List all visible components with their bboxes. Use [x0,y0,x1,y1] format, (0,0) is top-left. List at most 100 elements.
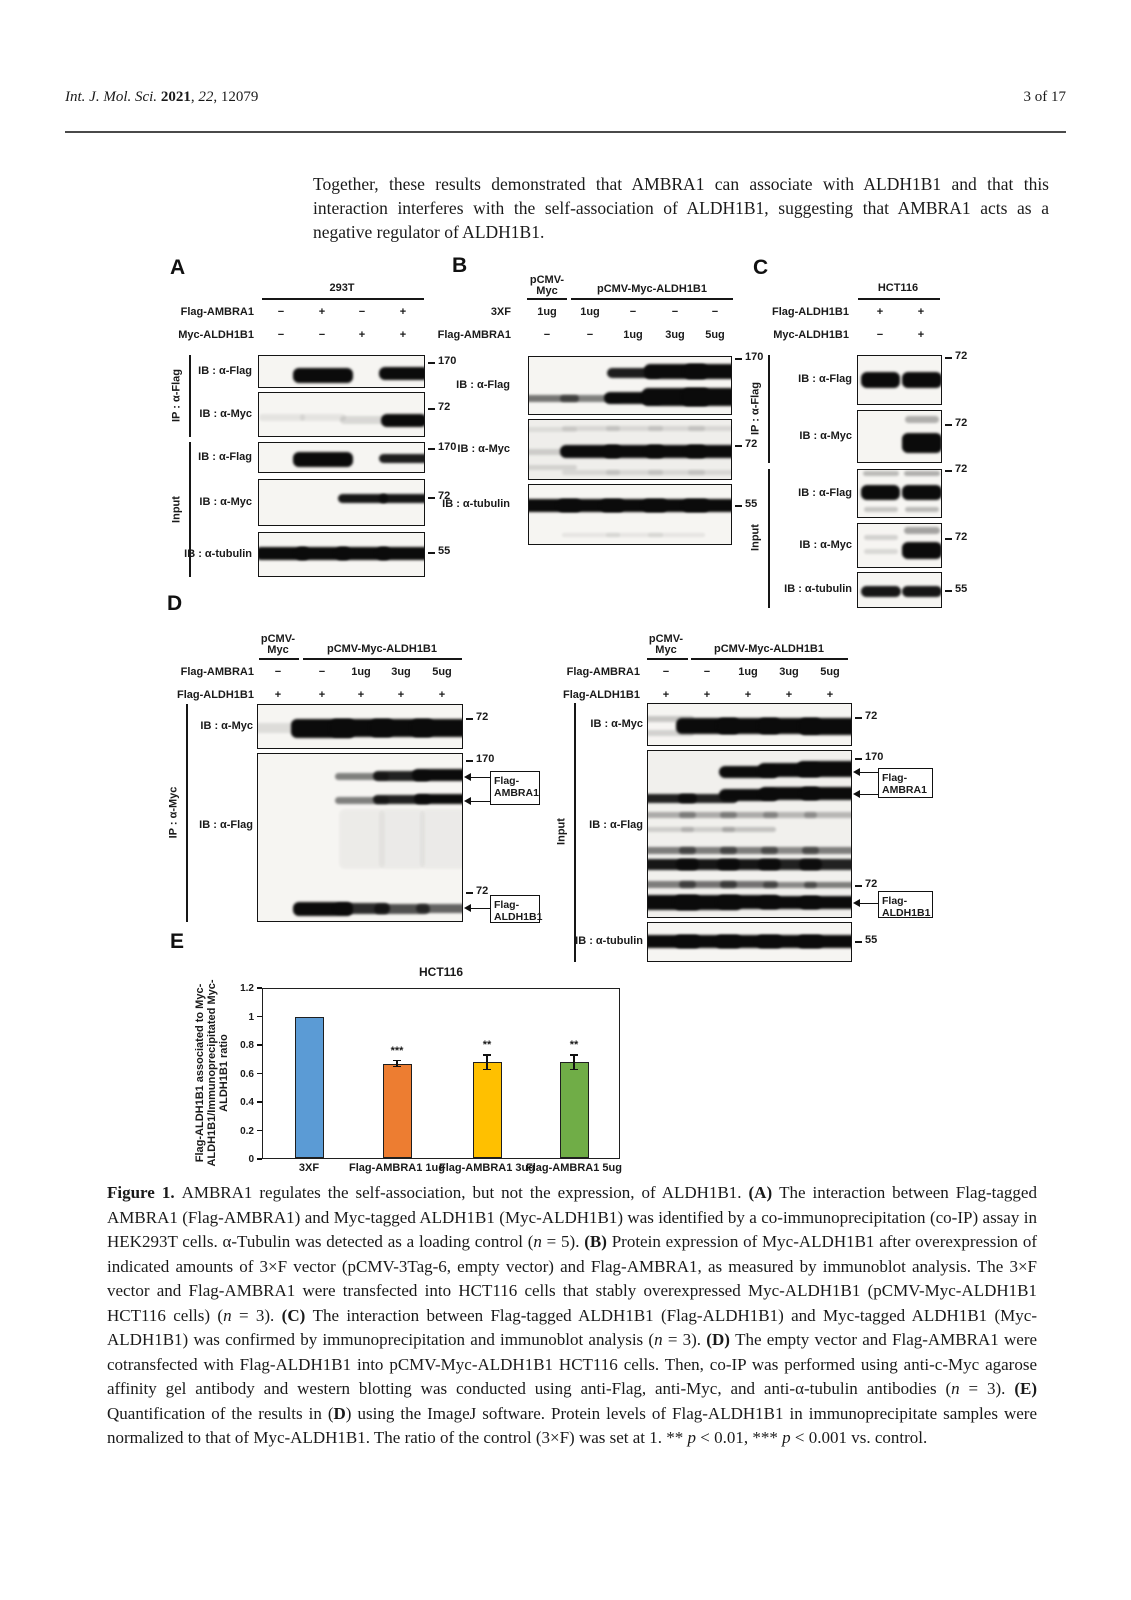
marker-dash [735,358,742,360]
marker-dash [428,448,435,450]
marker-dash [855,941,862,943]
condition-value: 3ug [391,666,411,678]
condition-value: + [274,689,282,701]
protein-band [605,533,663,538]
y-axis-tick-label: 0.8 [240,1040,254,1051]
protein-band [648,730,694,737]
condition-value: + [876,306,884,318]
cell-line-header-underline [527,298,567,300]
group-bracket-label: IP : α-Flag [170,369,183,423]
text-segment: = 3). [662,1330,707,1349]
protein-band [299,414,347,422]
text-segment: Figure 1. [107,1183,182,1202]
blot-box-d-left-ib-myc [257,704,463,749]
protein-band [378,367,424,381]
protein-band [529,394,579,402]
condition-value: − [876,329,884,341]
protein-band [292,451,353,467]
cell-line-header-underline [262,298,424,300]
condition-value: 1ug [580,306,600,318]
error-bar-cap [570,1054,578,1056]
protein-band [337,494,389,504]
blot-label: IB : α-Flag [798,373,852,385]
cell-line-header-underline [259,658,299,660]
protein-band [863,535,898,540]
text-segment: 22 [198,89,214,105]
cell-line-header: pCMV- [260,633,296,645]
condition-row-label: Flag-AMBRA1 [180,306,254,318]
text-segment: , [190,89,199,105]
condition-row-label: Flag-ALDH1B1 [562,689,640,701]
condition-value: 1ug [623,329,643,341]
text-segment: The interaction between Flag-tagged AMBR… [107,1183,1037,1251]
condition-row-label: Flag-ALDH1B1 [771,306,849,318]
group-bracket-label: IP : α-Myc [167,786,180,839]
y-axis-tick-mark [257,1158,262,1160]
protein-band [682,499,731,513]
text-segment: n [654,1330,663,1349]
protein-band [799,895,851,909]
protein-band [648,858,699,870]
protein-band [763,811,817,818]
protein-band [679,847,737,855]
text-segment: 2021 [160,89,191,105]
error-bar [486,1054,488,1070]
marker-dash [735,505,742,507]
marker-dash [428,552,435,554]
condition-value: − [274,666,282,678]
panel-letter-D: D [167,592,183,615]
annotation-arrow-line [859,902,878,904]
marker-label: 170 [476,753,495,765]
band-annotation-line: AMBRA1 [494,787,539,799]
error-bar [573,1054,575,1070]
annotation-arrowhead [464,773,471,781]
condition-value: + [318,689,326,701]
protein-band [373,795,431,805]
text-segment: (C) [281,1305,313,1325]
protein-band [380,413,424,427]
y-axis-title-line: ALDH1B1 ratio [218,1034,230,1112]
condition-value: − [358,306,366,318]
text-segment: n [951,1379,960,1398]
blot-box-a-ib-tubulin [258,532,425,577]
condition-value: − [543,329,551,341]
text-segment: p [687,1428,697,1447]
protein-band [722,827,776,833]
protein-band [648,794,697,804]
text-segment: p [782,1428,791,1447]
condition-value: 3ug [665,329,685,341]
marker-dash [428,408,435,410]
marker-label: 72 [438,401,451,413]
protein-band [648,847,696,855]
condition-value: + [703,689,711,701]
annotation-arrow-line [470,800,490,802]
protein-band [259,414,306,422]
protein-band [797,761,851,778]
blot-box-d-right-ib-flag [647,750,852,918]
condition-value: − [662,666,670,678]
annotation-arrowhead [853,790,860,798]
protein-band [804,881,851,888]
protein-band [682,387,731,406]
blot-label: IB : α-Flag [589,819,643,831]
group-bracket-line [189,442,191,577]
text-segment: D [333,1403,346,1423]
protein-band [420,808,462,869]
y-axis-title-line: ALDH1B1/Immunoprecipitated Myc- [206,979,218,1167]
condition-value: + [399,329,407,341]
condition-value: + [744,689,752,701]
protein-band [687,426,731,432]
protein-band [717,858,781,870]
intro-paragraph: Together, these results demonstrated tha… [313,174,1049,242]
condition-value: 1ug [738,666,758,678]
protein-band [804,811,851,818]
text-segment: (E) [1014,1379,1037,1398]
cell-line-header: pCMV- [648,633,684,645]
marker-dash [945,357,952,359]
protein-band [648,811,696,818]
annotation-arrow-line [859,771,878,773]
band-annotation-line: Flag- [494,775,520,787]
protein-band [901,541,941,559]
marker-dash [428,362,435,364]
